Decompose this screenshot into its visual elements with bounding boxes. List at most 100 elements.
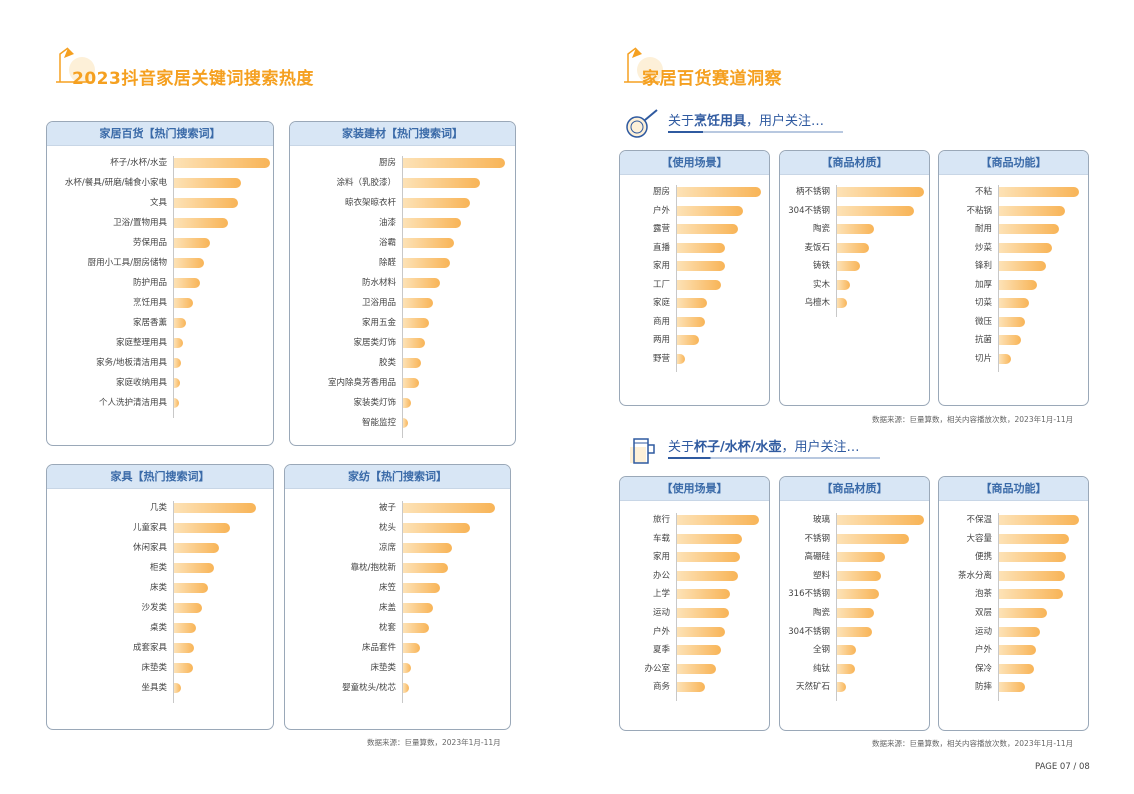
bar-label: 床笠 [378, 583, 396, 593]
bar [999, 552, 1067, 563]
bar-label: 户外 [974, 645, 992, 656]
bar [174, 563, 215, 573]
bar [677, 570, 738, 581]
bar-label: 加厚 [974, 279, 992, 290]
bar [403, 663, 412, 673]
bar-label: 两用 [652, 335, 670, 345]
frying-pan-icon [626, 109, 658, 138]
bar-label: 304不锈钢 [788, 626, 830, 637]
bar-label: 劳保用品 [132, 238, 167, 248]
bar [174, 663, 193, 673]
card-header: 家居百货【热门搜索词】 [47, 122, 273, 146]
bar [174, 523, 230, 533]
bar-label: 商用 [652, 316, 670, 327]
bar [403, 523, 471, 533]
bar-label: 316不锈钢 [788, 589, 830, 600]
bar-label: 柄不锈钢 [795, 187, 830, 197]
bar-label: 靠枕/抱枕新 [350, 563, 396, 573]
bar [174, 503, 256, 513]
bar [174, 543, 220, 553]
bar [174, 318, 186, 328]
bar [837, 187, 924, 197]
bar-label: 直播 [652, 242, 670, 253]
bar [174, 198, 239, 208]
bar [999, 261, 1047, 271]
chart-card: 【商品材质】 柄不锈钢 304不锈钢 陶瓷 麦饭石 铸铁 实木 乌檀木 [779, 150, 930, 406]
subsection-title-cookware: 关于烹饪用具，用户关注… [668, 114, 825, 129]
bar-label: 除醛 [378, 258, 396, 268]
bar [837, 570, 881, 581]
bar-label: 天然矿石 [795, 682, 830, 693]
bar [677, 242, 725, 253]
card-header: 家纺【热门搜索词】 [285, 465, 510, 489]
bar [174, 583, 208, 593]
bar [403, 238, 454, 248]
bar-label: 家庭 [652, 298, 670, 308]
page-number: PAGE 07 / 08 [1035, 762, 1090, 772]
bar [677, 205, 743, 216]
bar-label: 泡茶 [974, 589, 992, 600]
card-header: 【商品功能】 [939, 151, 1088, 175]
bar [999, 645, 1036, 656]
bar [403, 378, 420, 388]
chart-card: 【使用场景】 旅行 车载 家用 办公 上学 运动 户外 夏季 办公室 商务 [619, 476, 770, 731]
bar-label: 保冷 [974, 663, 992, 674]
bar [174, 683, 182, 693]
bar [999, 608, 1047, 618]
bar-label: 露营 [652, 224, 670, 234]
lamp-icon [56, 47, 95, 83]
bar-label: 智能监控 [361, 418, 396, 428]
bar [999, 335, 1021, 345]
bar [403, 603, 434, 613]
bar [403, 158, 505, 168]
bar-label: 耐用 [974, 224, 992, 234]
bar-label: 微压 [974, 316, 992, 327]
bar [999, 515, 1079, 525]
bar-label: 铸铁 [812, 261, 830, 271]
bar [999, 682, 1026, 693]
bar [999, 224, 1059, 234]
bar [837, 298, 848, 308]
bar-label: 双层 [974, 608, 992, 618]
bar-label: 野营 [652, 353, 670, 364]
bar-label: 抗菌 [974, 335, 992, 345]
chart-card: 家具【热门搜索词】 几类 儿童家具 休闲家具 柜类 床类 沙发类 桌类 成套家具 床垫类 坐具类 [46, 464, 274, 730]
bar [677, 224, 739, 234]
bar-label: 油漆 [378, 218, 396, 228]
bar-label: 家务/地板清洁用具 [96, 358, 167, 368]
bar-label: 床类 [149, 583, 167, 593]
bar [677, 279, 721, 290]
chart-axis [402, 501, 403, 703]
bar [174, 278, 200, 288]
bar-label: 办公 [652, 570, 670, 581]
bar [174, 258, 204, 268]
bar [999, 205, 1065, 216]
chart-card: 【商品功能】 不粘 不粘锅 耐用 炒菜 锋利 加厚 切菜 微压 抗菌 切片 [938, 150, 1089, 406]
bar-label: 几类 [149, 503, 167, 513]
card-header: 家装建材【热门搜索词】 [290, 122, 515, 146]
bar [677, 608, 729, 618]
bar [403, 298, 433, 308]
bar-label: 锋利 [974, 261, 992, 271]
bar-label: 户外 [652, 626, 670, 637]
bar-label: 家居类灯饰 [353, 338, 396, 348]
bar [677, 261, 725, 271]
bar [403, 178, 480, 188]
bar [999, 589, 1063, 600]
bar [403, 643, 420, 653]
bar-label: 床垫类 [370, 663, 396, 673]
bar-label: 办公室 [644, 663, 670, 674]
bar-label: 烹饪用具 [132, 298, 167, 308]
bar [677, 533, 742, 544]
bar [837, 205, 914, 216]
bar-label: 浴霸 [378, 238, 396, 248]
bar [403, 503, 495, 513]
bar-label: 玻璃 [812, 515, 830, 525]
bar [837, 552, 885, 563]
bar [999, 298, 1030, 308]
bar-label: 防护用品 [132, 278, 167, 288]
bar-label: 晾衣架晾衣杆 [344, 198, 396, 208]
bar [174, 623, 197, 633]
bar [837, 645, 857, 656]
bar-label: 成套家具 [132, 643, 167, 653]
